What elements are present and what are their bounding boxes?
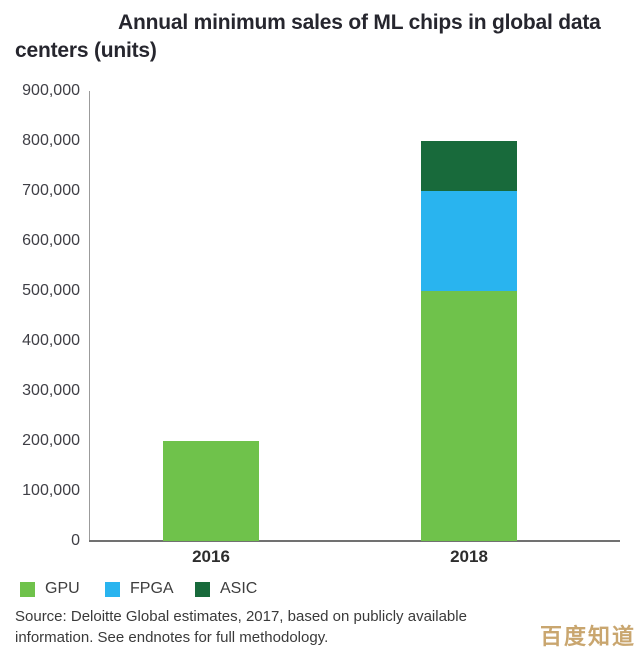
legend-label-fpga: FPGA bbox=[130, 580, 174, 597]
legend-item-gpu: GPU bbox=[20, 580, 80, 598]
bar-2018-segment-gpu bbox=[421, 291, 517, 541]
y-tick-label-0: 0 bbox=[71, 532, 80, 549]
y-tick-label-300000: 300,000 bbox=[22, 382, 80, 399]
y-tick-label-900000: 900,000 bbox=[22, 82, 80, 99]
legend-swatch-gpu bbox=[20, 581, 35, 597]
watermark-baidu-zhidao: 百度知道 bbox=[539, 624, 636, 649]
x-axis-label-2018: 2018 bbox=[450, 547, 488, 566]
y-tick-label-200000: 200,000 bbox=[22, 432, 80, 449]
legend-label-gpu: GPU bbox=[45, 580, 80, 597]
y-tick-label-800000: 800,000 bbox=[22, 132, 80, 149]
source-note-line2: information. See endnotes for full metho… bbox=[15, 629, 329, 646]
y-tick-label-500000: 500,000 bbox=[22, 282, 80, 299]
x-axis-label-2016: 2016 bbox=[192, 547, 230, 566]
y-tick-label-400000: 400,000 bbox=[22, 332, 80, 349]
y-tick-label-100000: 100,000 bbox=[22, 482, 80, 499]
bar-2016-segment-gpu bbox=[163, 441, 259, 541]
legend-item-asic: ASIC bbox=[195, 580, 257, 598]
legend-swatch-fpga bbox=[105, 581, 120, 597]
chart-title-line2: centers (units) bbox=[15, 39, 157, 62]
y-tick-label-600000: 600,000 bbox=[22, 232, 80, 249]
y-tick-label-700000: 700,000 bbox=[22, 182, 80, 199]
source-note: Source: Deloitte Global estimates, 2017,… bbox=[15, 606, 467, 648]
chart-title-line1: Annual minimum sales of ML chips in glob… bbox=[118, 11, 601, 34]
y-axis-line bbox=[89, 91, 90, 541]
x-axis-line bbox=[89, 540, 620, 542]
source-note-line1: Source: Deloitte Global estimates, 2017,… bbox=[15, 608, 467, 625]
plot-area bbox=[89, 91, 620, 541]
bar-2018-segment-asic bbox=[421, 141, 517, 191]
legend-item-fpga: FPGA bbox=[105, 580, 174, 598]
legend-swatch-asic bbox=[195, 581, 210, 597]
bar-2018-segment-fpga bbox=[421, 191, 517, 291]
legend-label-asic: ASIC bbox=[220, 580, 258, 597]
